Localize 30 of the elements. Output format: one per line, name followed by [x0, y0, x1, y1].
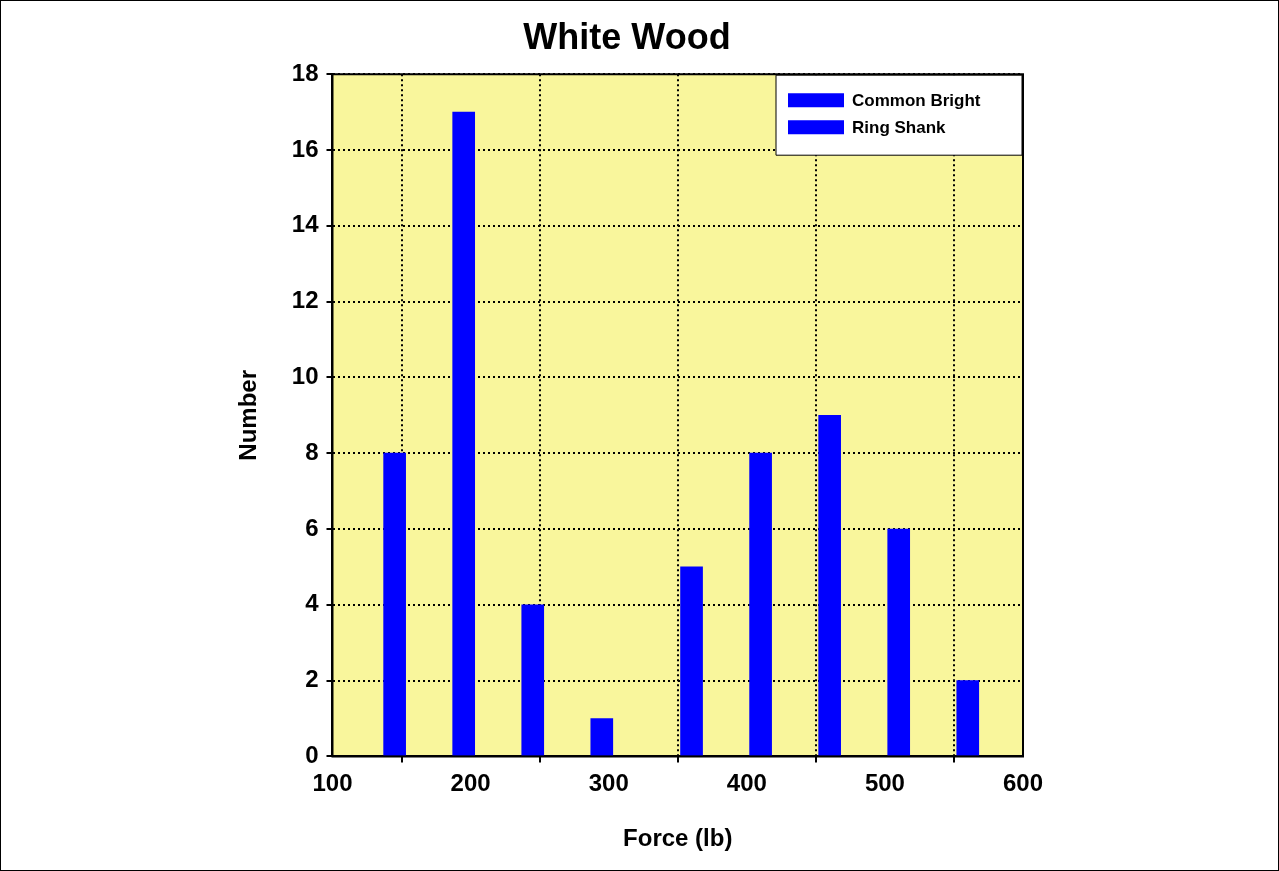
x-tick-label: 500	[864, 769, 905, 797]
y-tick-label: 6	[305, 513, 319, 541]
bar	[887, 528, 911, 756]
x-tick-label: 100	[312, 769, 353, 797]
bar	[956, 680, 980, 756]
y-tick-label: 4	[305, 589, 320, 617]
y-tick-label: 18	[291, 58, 319, 86]
y-tick-label: 16	[291, 134, 319, 162]
legend-label: Ring Shank	[852, 117, 947, 137]
x-tick-label: 400	[726, 769, 767, 797]
bar	[749, 452, 772, 756]
x-axis-title: Force (lb)	[623, 824, 733, 852]
x-tick-label: 300	[588, 769, 629, 797]
bar	[521, 604, 545, 756]
bar	[680, 566, 703, 756]
y-tick-label: 10	[291, 362, 319, 390]
chart-title: White Wood	[523, 15, 731, 57]
legend-label: Common Bright	[852, 90, 981, 110]
bar	[452, 111, 476, 756]
y-tick-label: 12	[291, 286, 319, 314]
bar	[590, 718, 614, 756]
y-tick-label: 8	[305, 437, 319, 465]
bar	[383, 452, 406, 756]
y-axis-title: Number	[234, 369, 262, 461]
y-tick-label: 2	[305, 665, 319, 693]
y-tick-label: 0	[305, 741, 319, 769]
bar	[818, 414, 841, 756]
x-tick-label: 600	[1002, 769, 1044, 797]
x-tick-label: 200	[450, 769, 491, 797]
y-tick-label: 14	[291, 210, 320, 238]
